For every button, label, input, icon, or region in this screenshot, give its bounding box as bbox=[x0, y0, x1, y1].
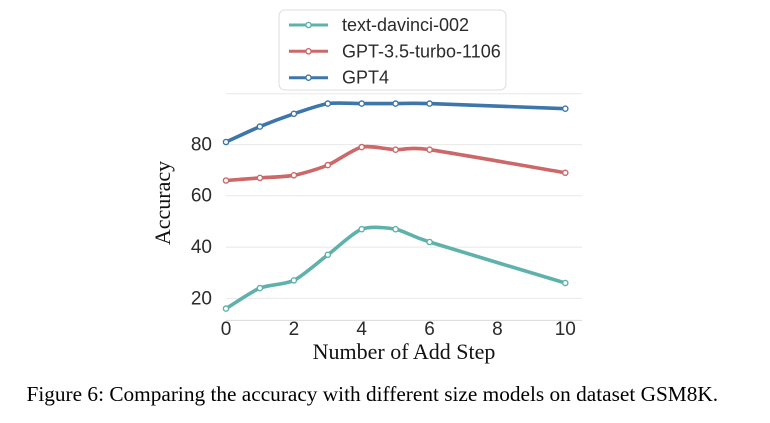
svg-text:4: 4 bbox=[356, 319, 367, 340]
svg-text:80: 80 bbox=[191, 135, 212, 156]
svg-text:6: 6 bbox=[424, 319, 435, 340]
svg-text:Accuracy: Accuracy bbox=[150, 161, 175, 245]
svg-text:8: 8 bbox=[492, 319, 503, 340]
svg-text:Figure 6: Comparing the accura: Figure 6: Comparing the accuracy with di… bbox=[27, 382, 719, 406]
svg-text:GPT-3.5-turbo-1106: GPT-3.5-turbo-1106 bbox=[342, 41, 501, 61]
svg-text:20: 20 bbox=[191, 289, 212, 310]
svg-text:text-davinci-002: text-davinci-002 bbox=[342, 15, 469, 35]
svg-text:Number of Add Step: Number of Add Step bbox=[313, 339, 496, 364]
svg-text:10: 10 bbox=[555, 319, 576, 340]
svg-text:40: 40 bbox=[191, 237, 212, 258]
svg-text:2: 2 bbox=[289, 319, 300, 340]
svg-text:GPT4: GPT4 bbox=[342, 68, 389, 88]
svg-text:0: 0 bbox=[221, 319, 232, 340]
svg-text:60: 60 bbox=[191, 186, 212, 207]
